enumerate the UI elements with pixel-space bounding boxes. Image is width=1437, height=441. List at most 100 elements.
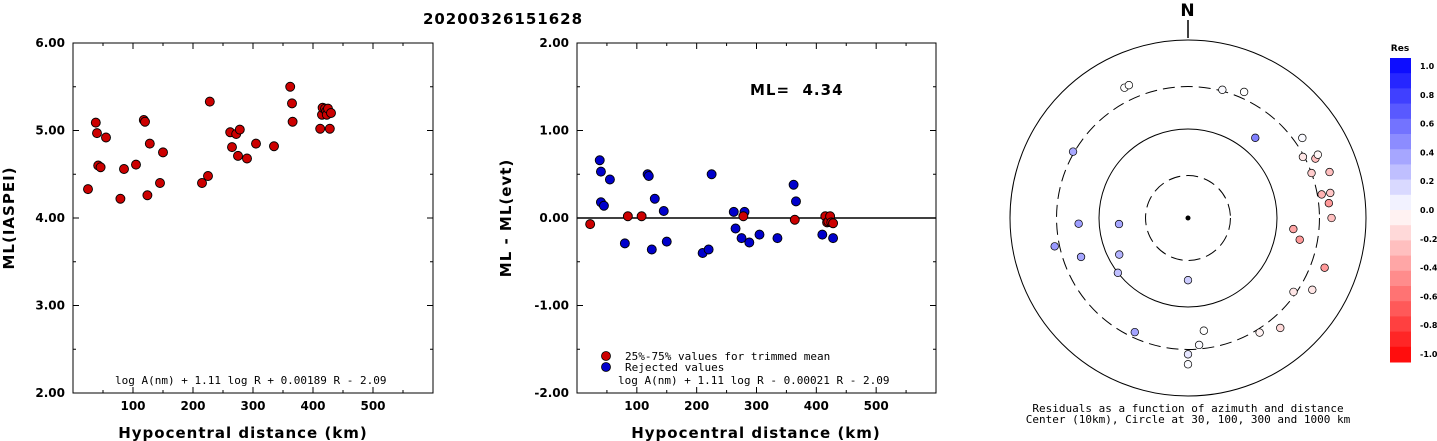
panel2-data-point (738, 211, 749, 222)
panel2-data-point (598, 200, 609, 211)
panel1-data-point (92, 128, 102, 139)
polar-station-point (1289, 287, 1298, 297)
polar-station-point (1239, 87, 1249, 97)
polar-station-point (1289, 224, 1298, 234)
panel1-y-tick-label: 5.00 (35, 124, 65, 138)
polar-station-point (1199, 326, 1208, 335)
polar-station-point (1113, 268, 1123, 277)
panel1-data-point (234, 124, 245, 135)
legend-marker-trimmed (601, 351, 611, 361)
colorbar-tick-label: 0.2 (1420, 177, 1434, 186)
panel2-data-point (636, 211, 647, 222)
colorbar-tick-label: 0.8 (1420, 91, 1435, 100)
polar-station-point (1308, 285, 1317, 294)
panel2-x-tick-label: 500 (864, 399, 889, 413)
panel1-x-tick-label: 200 (180, 399, 205, 413)
polar-station-point (1320, 263, 1329, 272)
polar-station-point (1325, 167, 1334, 177)
panel1-data-point (95, 162, 106, 173)
panel1-data-point (326, 108, 336, 118)
colorbar-segment (1390, 255, 1411, 272)
panel1-data-point (242, 153, 252, 164)
polar-station-point (1124, 81, 1134, 90)
polar-station-point (1324, 199, 1333, 208)
colorbar-tick-label: 0.4 (1420, 148, 1435, 157)
figure-title: 20200326151628 (423, 10, 583, 28)
panel1-data-point (90, 117, 101, 128)
panel1-y-tick-label: 4.00 (35, 211, 65, 225)
colorbar-tick-label: -0.2 (1420, 235, 1437, 244)
panel2-y-tick-label: -2.00 (534, 386, 569, 400)
panel1-data-point (324, 123, 335, 134)
panel2-ml-annotation: ML= 4.34 (750, 81, 844, 99)
polar-station-point (1307, 168, 1316, 178)
colorbar-segment (1390, 179, 1411, 196)
panel2-data-point (649, 193, 660, 204)
colorbar-tick-label: -0.6 (1420, 292, 1437, 301)
panel2-data-point (817, 229, 828, 240)
polar-station-point (1183, 360, 1193, 369)
panel1-data-point (155, 178, 165, 188)
polar-station-point (1276, 323, 1285, 333)
panel1-data-point (285, 81, 296, 92)
north-label: N (1180, 1, 1195, 21)
panel2-y-tick-label: -1.00 (534, 299, 569, 313)
colorbar-tick-label: -1.0 (1420, 350, 1437, 359)
colorbar-segment (1390, 103, 1411, 120)
panel2-x-tick-label: 300 (744, 399, 769, 413)
panel1-data-point (315, 123, 326, 134)
polar-station-point (1327, 213, 1336, 223)
panel2-formula: log A(nm) + 1.11 log R - 0.00021 R - 2.0… (618, 374, 890, 387)
panel1-data-point (83, 184, 93, 195)
polar-station-point (1326, 188, 1335, 198)
colorbar-segment (1390, 286, 1411, 302)
panel2-data-point (604, 174, 615, 185)
panel2-y-tick-label: 1.00 (539, 124, 569, 138)
polar-station-point (1076, 252, 1086, 262)
polar-station-point (1298, 133, 1307, 143)
colorbar-tick-label: 1.0 (1420, 62, 1435, 71)
polar-caption-line2: Center (10km), Circle at 30, 100, 300 an… (1026, 413, 1351, 426)
panel2-x-tick-label: 100 (624, 399, 649, 413)
panel2-data-point (594, 155, 605, 166)
panel2-data-point (754, 229, 765, 240)
panel2-data-point (643, 171, 654, 181)
colorbar-tick-label: 0.6 (1420, 120, 1435, 129)
panel1-data-point (142, 190, 153, 201)
panel1-data-point (251, 138, 261, 149)
panel1-frame (72, 42, 434, 394)
colorbar-segment (1390, 270, 1411, 287)
polar-station-point (1295, 235, 1304, 244)
panel1-data-point (287, 116, 298, 127)
panel2-x-axis-label: Hypocentral distance (km) (631, 424, 881, 441)
panel2-data-point (828, 233, 839, 244)
panel2-data-point (789, 214, 800, 225)
panel1-data-point (203, 171, 213, 181)
panel2-data-point (658, 206, 669, 216)
panel1-data-point (119, 164, 129, 174)
panel2-data-point (728, 206, 739, 217)
panel-ml-vs-distance: Hypocentral distance (km) ML(IASPEI) log… (0, 36, 434, 441)
panel2-data-point (744, 237, 755, 248)
legend-marker-rejected (601, 362, 611, 372)
panel1-x-tick-label: 400 (300, 399, 325, 413)
panel1-data-point (131, 159, 141, 170)
panel2-data-point (585, 219, 596, 230)
panel2-data-point (706, 169, 717, 180)
panel1-y-axis-label: ML(IASPEI) (0, 166, 18, 269)
polar-station-point (1115, 250, 1124, 259)
polar-station-point (1218, 85, 1227, 94)
panel-azimuth-residuals: N Residuals as a function of azimuth and… (1009, 1, 1437, 426)
polar-station-point (1194, 340, 1204, 350)
colorbar-segment (1390, 301, 1411, 317)
polar-station-point (1183, 350, 1193, 359)
polar-station-point (1313, 150, 1322, 159)
panel1-data-point (227, 142, 237, 153)
panel2-data-point (736, 233, 747, 244)
legend-label-rejected: Rejected values (625, 361, 724, 374)
colorbar-tick-label: 0.0 (1420, 206, 1435, 215)
polar-ring-30km (1145, 175, 1231, 261)
panel1-data-point (233, 150, 243, 161)
colorbar-segment (1390, 88, 1411, 105)
